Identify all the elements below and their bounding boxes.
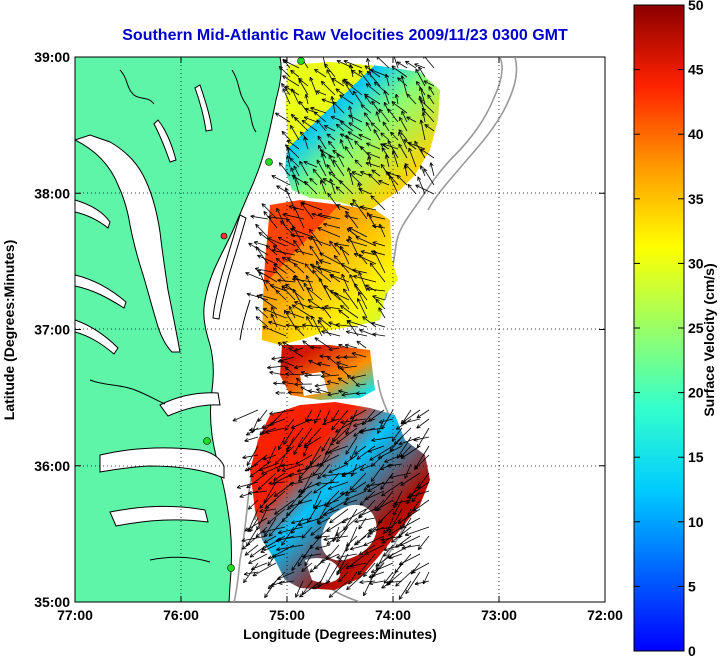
colorbar-tick-label: 0: [688, 643, 696, 659]
y-tick-label: 38:00: [34, 185, 70, 201]
x-tick-label: 76:00: [163, 607, 199, 623]
colorbar-label: Surface Velocity (cm/s): [701, 263, 717, 416]
velocity-arrowhead: [344, 504, 348, 505]
velocity-arrowhead: [298, 481, 302, 482]
velocity-arrowhead: [384, 90, 385, 94]
station-marker: [298, 58, 305, 65]
velocity-arrowhead: [353, 426, 357, 427]
x-axis-label: Longitude (Degrees:Minutes): [243, 626, 437, 642]
x-tick-label: 73:00: [481, 607, 517, 623]
station-marker: [266, 159, 273, 166]
velocity-arrowhead: [240, 497, 244, 498]
y-tick-label: 37:00: [34, 322, 70, 338]
velocity-arrowhead: [381, 164, 382, 168]
velocity-arrowhead: [340, 139, 341, 143]
colorbar-tick-label: 40: [688, 126, 704, 142]
velocity-arrowhead: [321, 51, 322, 55]
station-marker: [228, 565, 235, 572]
y-tick-label: 35:00: [34, 594, 70, 610]
velocity-arrowhead: [392, 151, 393, 155]
velocity-arrowhead: [282, 471, 286, 472]
velocity-arrowhead: [333, 160, 334, 164]
x-tick-label: 75:00: [269, 607, 305, 623]
velocity-arrowhead: [299, 55, 302, 57]
velocity-arrowhead: [383, 122, 384, 126]
station-marker: [221, 233, 227, 239]
colorbar-tick-label: 35: [688, 191, 704, 207]
colorbar-tick-label: 10: [688, 514, 704, 530]
velocity-arrowhead: [393, 52, 396, 55]
velocity-arrowhead: [310, 246, 311, 250]
velocity-arrowhead: [382, 148, 383, 152]
velocity-arrowhead: [392, 52, 393, 56]
velocity-arrowhead: [389, 558, 393, 559]
velocity-arrowhead: [383, 143, 387, 144]
velocity-arrowhead: [401, 485, 405, 486]
velocity-arrowhead: [311, 107, 315, 108]
velocity-arrowhead: [323, 424, 327, 425]
x-tick-label: 74:00: [375, 607, 411, 623]
y-axis-label: Latitude (Degrees:Minutes): [1, 240, 17, 420]
velocity-arrowhead: [369, 577, 373, 578]
velocity-arrowhead: [382, 543, 386, 544]
x-tick-label: 72:00: [587, 607, 623, 623]
velocity-arrowhead: [287, 258, 291, 259]
velocity-arrowhead: [319, 260, 323, 261]
velocity-arrowhead: [274, 480, 278, 481]
colorbar: [634, 5, 684, 651]
velocity-arrowhead: [401, 458, 405, 459]
velocity-arrowhead: [345, 495, 349, 496]
velocity-arrowhead: [405, 535, 409, 536]
velocity-arrowhead: [419, 67, 420, 71]
colorbar-tick-label: 5: [688, 578, 696, 594]
chart-title: Southern Mid-Atlantic Raw Velocities 200…: [122, 27, 568, 44]
velocity-arrowhead: [423, 55, 427, 57]
velocity-arrowhead: [358, 183, 359, 187]
y-tick-label: 39:00: [34, 49, 70, 65]
velocity-arrowhead: [298, 525, 302, 526]
station-marker: [204, 438, 211, 445]
velocity-arrowhead: [322, 51, 325, 54]
colorbar-tick-label: 45: [688, 62, 704, 78]
colorbar-tick-label: 15: [688, 449, 704, 465]
colorbar-tick-label: 50: [688, 0, 704, 13]
velocity-arrow: [288, 393, 303, 394]
y-tick-label: 36:00: [34, 458, 70, 474]
velocity-arrowhead: [328, 453, 332, 454]
